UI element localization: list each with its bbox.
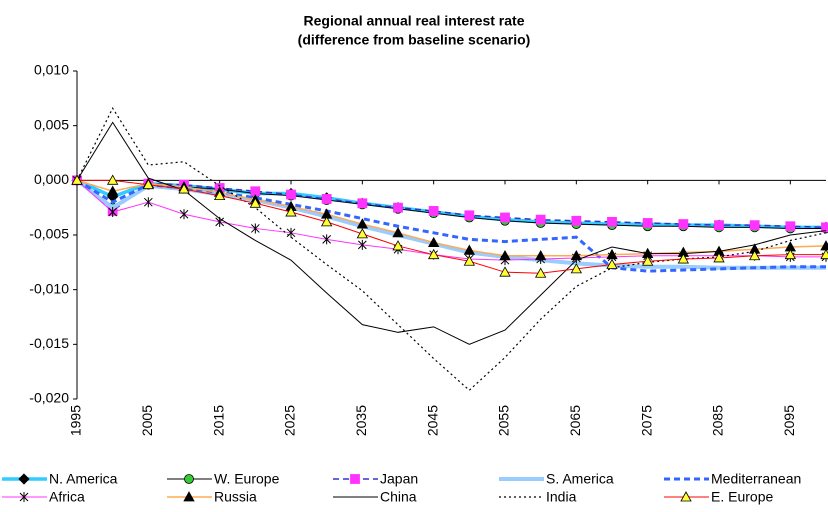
x-tick-label: 2095 [781, 405, 797, 436]
marker [180, 209, 188, 219]
marker [608, 217, 617, 226]
x-tick-label: 2065 [567, 405, 583, 436]
x-tick-label: 2055 [496, 405, 512, 436]
x-tick-label: 2015 [210, 405, 226, 436]
legend-item: India [499, 489, 577, 505]
legend-label: E. Europe [711, 489, 773, 505]
y-tick-label: 0,000 [34, 171, 69, 187]
y-tick-label: -0,020 [29, 390, 69, 406]
legend-label: India [546, 489, 577, 505]
legend-label: Russia [214, 489, 257, 505]
marker [358, 199, 367, 208]
marker [501, 213, 510, 222]
legend-label: S. America [546, 471, 614, 487]
series [73, 176, 828, 232]
x-tick-label: 2005 [139, 405, 155, 436]
series [77, 122, 826, 344]
chart-subtitle: (difference from baseline scenario) [298, 32, 531, 48]
legend-item: Japan [333, 471, 418, 487]
legend-label: Africa [49, 489, 85, 505]
marker [679, 220, 688, 229]
y-tick-label: -0,005 [29, 226, 69, 242]
marker [19, 474, 29, 484]
y-tick-label: 0,010 [34, 62, 69, 78]
legend-item: China [333, 489, 417, 505]
y-tick-label: -0,010 [29, 280, 69, 296]
legend-item: E. Europe [664, 489, 773, 505]
x-tick-label: 2085 [710, 405, 726, 436]
legend-item: W. Europe [167, 471, 280, 487]
y-tick-label: -0,015 [29, 335, 69, 351]
marker [786, 222, 795, 231]
legend-label: Japan [380, 471, 418, 487]
x-tick-label: 2045 [424, 405, 440, 436]
legend-item: S. America [499, 471, 614, 487]
marker [144, 197, 152, 207]
marker [715, 221, 724, 230]
marker [572, 216, 581, 225]
marker [750, 221, 759, 230]
marker [357, 229, 367, 238]
marker [287, 190, 296, 199]
x-tick-label: 1995 [68, 405, 84, 436]
legend-label: N. America [49, 471, 118, 487]
x-tick-label: 2075 [638, 405, 654, 436]
chart-title: Regional annual real interest rate [304, 13, 525, 29]
x-tick-label: 2035 [353, 405, 369, 436]
marker [351, 475, 360, 484]
marker [185, 475, 194, 484]
legend-item: Russia [167, 489, 257, 505]
marker [643, 218, 652, 227]
legend-label: China [380, 489, 417, 505]
marker [429, 206, 438, 215]
marker [536, 215, 545, 224]
legend-item: N. America [2, 471, 118, 487]
legend-item: Mediterranean [664, 471, 801, 487]
y-tick-label: 0,005 [34, 116, 69, 132]
marker [322, 194, 331, 203]
x-tick-label: 2025 [282, 405, 298, 436]
marker [500, 267, 510, 276]
legend-label: W. Europe [214, 471, 280, 487]
legend-label: Mediterranean [711, 471, 801, 487]
marker [465, 211, 474, 220]
series-line [77, 122, 826, 344]
marker [394, 203, 403, 212]
legend-item: Africa [2, 489, 85, 505]
